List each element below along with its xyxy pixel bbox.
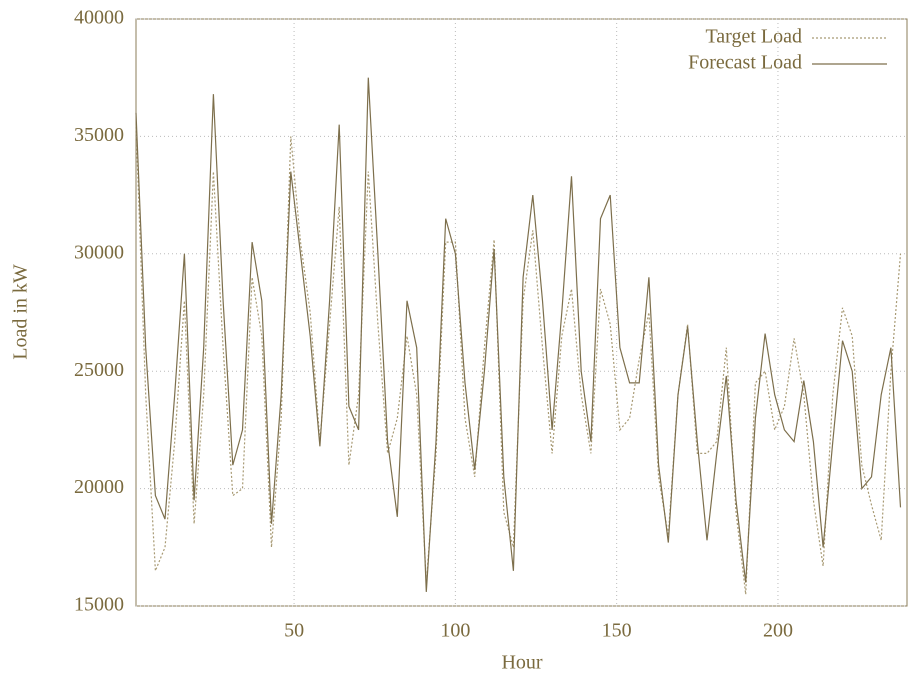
series-line xyxy=(135,77,902,592)
y-tick-label: 40000 xyxy=(74,7,124,29)
legend-label: Target Load xyxy=(705,26,802,48)
y-tick-label: 25000 xyxy=(74,359,124,381)
x-tick-label: 100 xyxy=(440,620,470,642)
y-axis-label: Load in kW xyxy=(10,264,32,360)
x-tick-label: 200 xyxy=(763,620,793,642)
y-tick-label: 15000 xyxy=(74,594,124,616)
y-tick-label: 35000 xyxy=(74,124,124,146)
x-tick-label: 50 xyxy=(284,620,304,642)
legend-label: Forecast Load xyxy=(688,52,802,74)
x-tick-label: 150 xyxy=(602,620,632,642)
y-tick-label: 20000 xyxy=(74,476,124,498)
y-tick-label: 30000 xyxy=(74,241,124,263)
plot-frame xyxy=(135,18,908,607)
x-axis-label: Hour xyxy=(501,652,542,674)
series-line xyxy=(135,124,902,595)
